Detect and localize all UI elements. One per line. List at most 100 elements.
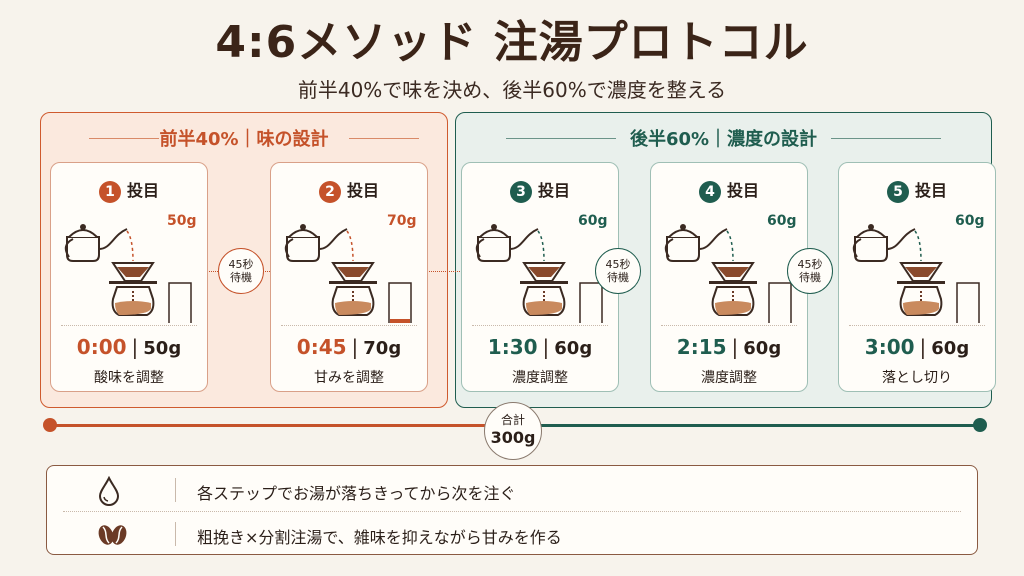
pour-card: 1 投目 50g 0:00 | 50g 酸味を調整 xyxy=(50,162,208,392)
wait-label: 待機 xyxy=(607,271,629,284)
pour-suffix: 投目 xyxy=(537,181,570,200)
pour-purpose: 濃度調整 xyxy=(701,370,757,386)
server-icon xyxy=(711,286,755,316)
phase-title-rule-right xyxy=(349,138,419,139)
time-separator: | xyxy=(919,335,927,359)
kettle-icon xyxy=(664,224,728,262)
time-separator: | xyxy=(542,335,550,359)
dripper-icon xyxy=(709,262,757,284)
amount-gauge xyxy=(388,282,412,323)
server-icon xyxy=(899,286,943,316)
dripper-icon xyxy=(520,262,568,284)
phase-title-rule-right xyxy=(831,138,941,139)
wait-badge: 45秒 待機 xyxy=(218,248,264,294)
pour-card: 2 投目 70g 0:45 | 70g 甘みを調整 xyxy=(270,162,428,392)
wait-duration: 45秒 xyxy=(797,258,823,271)
pour-amount: 60g xyxy=(931,338,970,359)
timeline-first-half xyxy=(50,424,510,427)
pour-header: 5 投目 xyxy=(839,177,995,203)
pour-time: 1:30 xyxy=(487,335,538,359)
note-divider xyxy=(175,478,176,502)
pour-number: 1 xyxy=(98,180,121,203)
note-row: 粗挽き×分割注湯で、雑味を抑えながら甘みを作る xyxy=(47,512,977,556)
note-text: 各ステップでお湯が落ちきってから次を注ぐ xyxy=(197,484,516,503)
kettle-icon xyxy=(852,224,916,262)
timeline-end-dot xyxy=(973,418,987,432)
dripper-icon xyxy=(329,262,377,284)
pour-amount: 60g xyxy=(743,338,782,359)
pour-time: 0:45 xyxy=(296,335,347,359)
card-divider xyxy=(661,325,797,326)
total-badge: 合計 300g xyxy=(484,402,542,460)
pour-card: 3 投目 60g 1:30 | 60g 濃度調整 xyxy=(461,162,619,392)
pour-header: 1 投目 xyxy=(51,177,207,203)
pour-number: 5 xyxy=(886,180,909,203)
water-drop-icon xyxy=(98,476,120,506)
pour-purpose: 酸味を調整 xyxy=(94,370,164,386)
note-divider xyxy=(175,522,176,546)
wait-duration: 45秒 xyxy=(605,258,631,271)
wait-badge: 45秒 待機 xyxy=(595,248,641,294)
kettle-icon xyxy=(284,224,348,262)
server-icon xyxy=(331,286,375,316)
server-icon xyxy=(111,286,155,316)
time-separator: | xyxy=(351,335,359,359)
wait-label: 待機 xyxy=(230,271,252,284)
wait-label: 待機 xyxy=(799,271,821,284)
amount-gauge xyxy=(768,282,792,323)
pour-time-row: 1:30 | 60g xyxy=(462,335,618,359)
dripper-icon xyxy=(897,262,945,284)
pour-purpose: 濃度調整 xyxy=(512,370,568,386)
pour-suffix: 投目 xyxy=(914,181,947,200)
step-connector xyxy=(426,271,466,272)
note-row: 各ステップでお湯が落ちきってから次を注ぐ xyxy=(47,468,977,512)
pour-purpose: 落とし切り xyxy=(882,370,952,386)
pour-suffix: 投目 xyxy=(726,181,759,200)
total-value: 300g xyxy=(490,428,536,447)
amount-gauge-fill xyxy=(390,319,410,323)
amount-gauge xyxy=(579,282,603,323)
pour-time-row: 0:00 | 50g xyxy=(51,335,207,359)
pour-suffix: 投目 xyxy=(346,181,379,200)
pour-purpose: 甘みを調整 xyxy=(314,370,384,386)
pour-header: 3 投目 xyxy=(462,177,618,203)
timeline-start-dot xyxy=(43,418,57,432)
phase-second-title: 後半60%｜濃度の設計 xyxy=(629,129,818,150)
amount-gauge xyxy=(956,282,980,323)
pour-illustration xyxy=(284,224,412,323)
pour-card: 4 投目 60g 2:15 | 60g 濃度調整 xyxy=(650,162,808,392)
pour-illustration xyxy=(852,224,980,323)
phase-title-rule-left xyxy=(89,138,159,139)
pour-number: 2 xyxy=(318,180,341,203)
pour-header: 2 投目 xyxy=(271,177,427,203)
amount-gauge xyxy=(168,282,192,323)
amount-tag: 60g xyxy=(955,213,985,229)
pour-time-row: 2:15 | 60g xyxy=(651,335,807,359)
amount-tag: 60g xyxy=(578,213,608,229)
pour-header: 4 投目 xyxy=(651,177,807,203)
note-text: 粗挽き×分割注湯で、雑味を抑えながら甘みを作る xyxy=(197,528,562,547)
page-title: 4:6メソッド 注湯プロトコル xyxy=(215,17,809,68)
pour-amount: 70g xyxy=(363,338,402,359)
pour-time: 2:15 xyxy=(676,335,727,359)
pour-number: 4 xyxy=(698,180,721,203)
card-divider xyxy=(849,325,985,326)
card-divider xyxy=(472,325,608,326)
amount-tag: 50g xyxy=(167,213,197,229)
pour-time: 0:00 xyxy=(76,335,127,359)
phase-title-rule-left xyxy=(506,138,616,139)
pour-card: 5 投目 60g 3:00 | 60g 落とし切り xyxy=(838,162,996,392)
wait-duration: 45秒 xyxy=(228,258,254,271)
phase-first-title: 前半40%｜味の設計 xyxy=(159,129,329,150)
time-separator: | xyxy=(731,335,739,359)
page-subtitle: 前半40%で味を決め、後半60%で濃度を整える xyxy=(297,78,727,102)
pour-amount: 60g xyxy=(554,338,593,359)
pour-time-row: 3:00 | 60g xyxy=(839,335,995,359)
kettle-icon xyxy=(475,224,539,262)
total-label: 合計 xyxy=(500,413,525,427)
kettle-icon xyxy=(64,224,128,262)
notes-separator xyxy=(63,511,961,512)
pour-illustration xyxy=(475,224,603,323)
coffee-bean-icon xyxy=(98,525,127,545)
amount-tag: 70g xyxy=(387,213,417,229)
